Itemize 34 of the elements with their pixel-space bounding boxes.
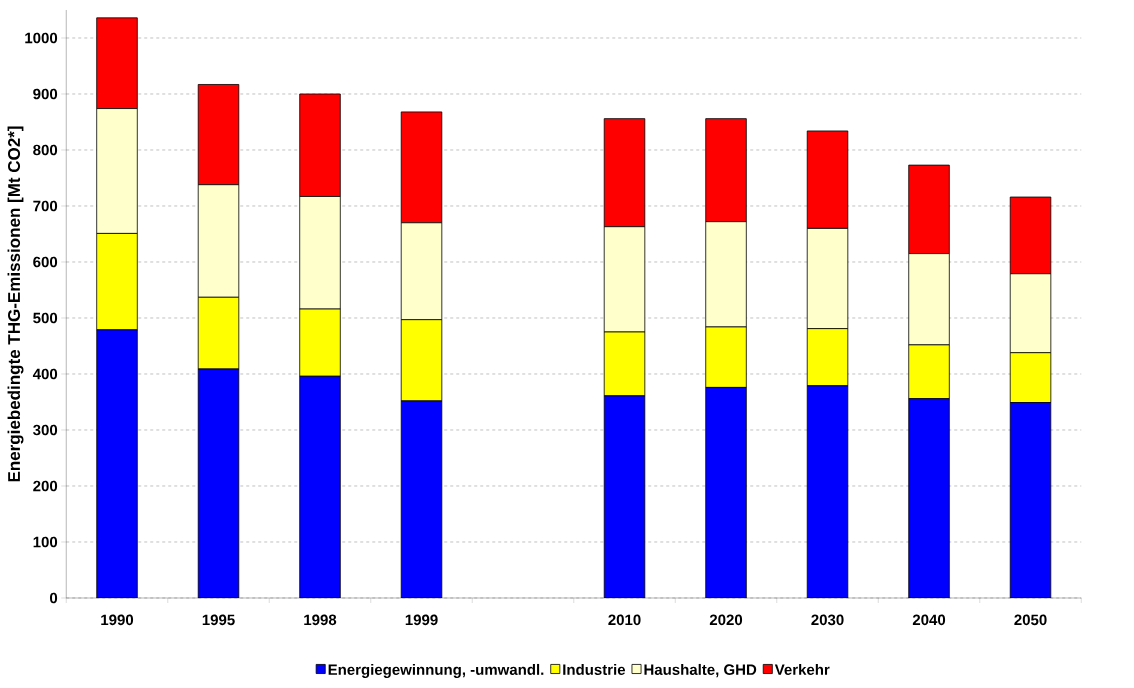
y-tick-label: 600 <box>33 256 58 268</box>
x-tick-label: 2040 <box>912 614 946 626</box>
y-tick-label: 300 <box>33 424 58 436</box>
legend-label: Verkehr <box>774 663 830 675</box>
bar <box>705 387 747 598</box>
bar <box>908 398 950 598</box>
bar <box>806 385 849 598</box>
bar <box>96 329 138 598</box>
y-tick-label: 0 <box>49 592 58 604</box>
y-tick-label: 900 <box>33 88 58 100</box>
legend-label: Energiegewinnung, -umwandl. <box>328 663 544 678</box>
y-tick-label: 800 <box>33 144 58 156</box>
y-tick-label: 100 <box>33 536 58 548</box>
bar <box>299 375 341 598</box>
x-tick-label: 2050 <box>1014 614 1047 626</box>
x-tick-label: 2020 <box>709 614 743 626</box>
bar <box>603 395 646 598</box>
bar <box>197 368 240 598</box>
x-tick-label: 2010 <box>608 614 641 626</box>
bar <box>400 400 443 598</box>
x-tick-label: 1995 <box>202 614 235 626</box>
y-tick-label: 500 <box>33 312 58 324</box>
legend-label: Industrie <box>563 663 626 675</box>
x-tick-label: 2030 <box>811 614 844 626</box>
y-axis-title: Energiebedingte THG-Emissionen [Mt CO2*] <box>7 126 24 482</box>
y-tick-label: 400 <box>32 368 58 380</box>
y-tick-label: 700 <box>33 200 58 212</box>
x-tick-label: 1998 <box>304 614 337 626</box>
legend-label: Haushalte, GHD <box>644 663 757 678</box>
y-tick-label: 1000 <box>25 32 58 44</box>
bar <box>1009 402 1052 598</box>
y-tick-label: 200 <box>33 480 58 492</box>
x-tick-label: 1999 <box>405 614 438 626</box>
x-tick-label: 1990 <box>101 614 134 626</box>
